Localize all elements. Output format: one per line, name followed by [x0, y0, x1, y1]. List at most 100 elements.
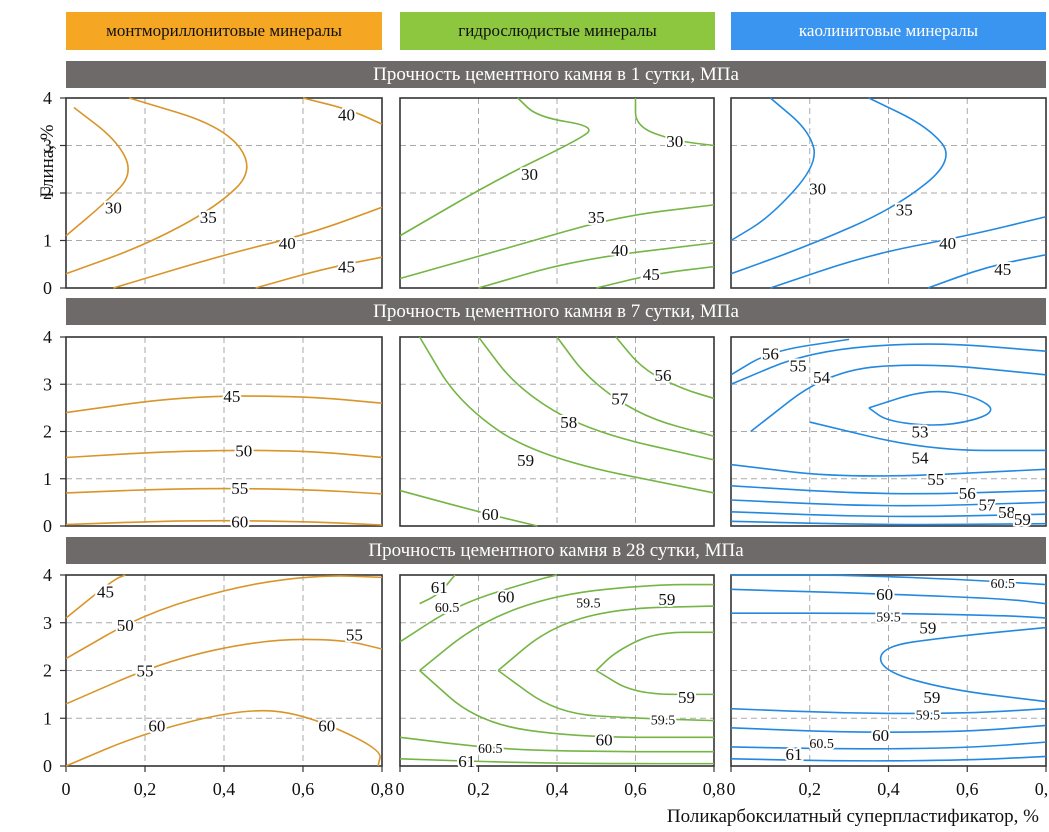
contour-label: 45 — [223, 387, 240, 406]
contour-line — [65, 574, 126, 619]
contour-label: 60 — [596, 731, 613, 750]
contour-line — [255, 256, 383, 289]
x-tick-label: 0,4 — [213, 779, 236, 799]
contour-line — [418, 336, 715, 494]
contour-label: 60 — [876, 585, 893, 604]
contour-label: 35 — [200, 208, 217, 227]
legend-label: гидрослюдистые минералы — [458, 21, 657, 40]
x-tick-label: 0,6 — [292, 779, 315, 799]
contour-line — [113, 206, 383, 289]
contour-line — [399, 574, 558, 643]
contour-line — [478, 242, 715, 289]
contour-line — [730, 511, 1047, 518]
y-tick-label: 1 — [43, 231, 52, 251]
contour-line — [596, 265, 715, 289]
contour-label: 58 — [998, 503, 1015, 522]
x-tick-label: 0,2 — [134, 779, 157, 799]
contour-line — [615, 336, 715, 400]
contour-label: 57 — [611, 389, 629, 408]
contour-label: 45 — [97, 583, 114, 602]
contour-label: 40 — [338, 106, 355, 125]
contour-line — [730, 343, 1047, 385]
contour-label: 60 — [497, 587, 514, 606]
contour-line — [730, 588, 1047, 605]
contour-label: 61 — [431, 578, 448, 597]
y-tick-label: 1 — [43, 469, 52, 489]
x-tick-label: 0,2 — [799, 779, 822, 799]
band-day28: Прочность цементного камня в 28 сутки, М… — [66, 537, 1046, 564]
contour-line — [730, 463, 1047, 477]
contour-line — [65, 519, 383, 526]
band-title: Прочность цементного камня в 28 сутки, М… — [368, 540, 744, 561]
contour-label: 60.5 — [990, 577, 1015, 592]
contour-label: 59.5 — [651, 713, 676, 728]
contour-label: 59 — [658, 590, 675, 609]
contour-line — [750, 364, 1047, 433]
legend-label: монтмориллонитовые минералы — [106, 21, 342, 40]
contour-label: 60 — [318, 716, 335, 735]
contour-label: 40 — [939, 234, 956, 253]
contour-label: 56 — [959, 484, 976, 503]
band-day1: Прочность цементного камня в 1 сутки, МП… — [66, 61, 1046, 88]
contour-label: 54 — [912, 448, 930, 467]
x-tick-label: 0 — [727, 779, 736, 799]
y-tick-label: 2 — [43, 661, 52, 681]
contour-line — [399, 489, 538, 527]
contour-label: 59 — [517, 451, 534, 470]
x-tick-label: 0 — [62, 779, 71, 799]
contour-line — [65, 709, 381, 767]
contour-label: 30 — [105, 198, 122, 217]
contour-line — [730, 97, 816, 242]
contour-label: 35 — [588, 208, 605, 227]
contour-label: 61 — [458, 752, 475, 771]
contour-line — [730, 707, 1047, 715]
contour-line — [65, 449, 383, 459]
contour-line — [556, 336, 715, 437]
x-tick-label: 0,2 — [467, 779, 490, 799]
contour-line — [419, 583, 714, 672]
y-tick-label: 0 — [43, 756, 52, 776]
contour-label: 60.5 — [435, 601, 460, 616]
legend-hydromica: гидрослюдистые минералы — [400, 12, 715, 50]
contour-label: 30 — [521, 165, 538, 184]
band-title: Прочность цементного камня в 7 сутки, МП… — [373, 301, 739, 322]
contour-label: 56 — [654, 366, 671, 385]
contour-line — [399, 736, 714, 753]
contour-line — [399, 204, 715, 280]
contour-line — [730, 499, 1047, 507]
contour-label: 40 — [279, 234, 296, 253]
y-tick-label: 3 — [43, 374, 52, 394]
contour-line — [65, 395, 383, 414]
contour-line — [65, 487, 383, 495]
x-tick-label: 0 — [396, 779, 405, 799]
contour-line — [730, 724, 1047, 733]
contour-label: 56 — [762, 345, 779, 364]
contour-label: 60.5 — [809, 737, 834, 752]
panel-frame — [730, 336, 1047, 527]
y-tick-label: 4 — [43, 88, 52, 108]
x-tick-label: 0,8 — [703, 779, 726, 799]
contour-line — [399, 97, 590, 237]
contour-label: 30 — [809, 179, 826, 198]
contour-line — [809, 421, 1046, 452]
contour-line — [770, 215, 1047, 289]
contour-label: 53 — [912, 423, 929, 442]
contour-label: 30 — [666, 132, 683, 151]
contour-label: 60 — [231, 512, 248, 531]
contour-label: 35 — [896, 201, 913, 220]
y-tick-label: 3 — [43, 613, 52, 633]
contour-line — [730, 755, 1047, 762]
contour-label: 55 — [231, 479, 248, 498]
contour-line — [730, 520, 1047, 526]
contour-label: 50 — [117, 616, 134, 635]
contour-label: 55 — [789, 356, 806, 375]
x-tick-label: 0,6 — [624, 779, 647, 799]
y-tick-label: 4 — [43, 327, 52, 347]
contour-label: 59.5 — [916, 708, 941, 723]
band-day7: Прочность цементного камня в 7 сутки, МП… — [66, 298, 1046, 325]
contour-label: 60 — [148, 716, 165, 735]
contour-line — [595, 631, 714, 672]
contour-label: 59.5 — [576, 596, 601, 611]
y-tick-label: 1 — [43, 708, 52, 728]
y-tick-label: 0 — [43, 278, 52, 298]
